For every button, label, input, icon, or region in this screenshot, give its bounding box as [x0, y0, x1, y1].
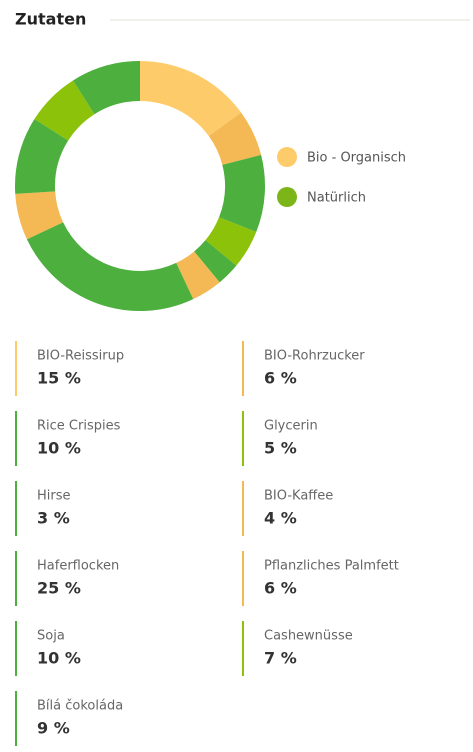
- item-value: 9 %: [37, 719, 70, 738]
- item-border: [242, 551, 244, 606]
- legend-label: Bio - Organisch: [307, 151, 406, 166]
- item-value: 3 %: [37, 509, 70, 528]
- item-border: [242, 341, 244, 396]
- item-name: BIO-Rohrzucker: [264, 349, 365, 364]
- donut-segment: [34, 80, 95, 141]
- item-value: 25 %: [37, 579, 81, 598]
- legend-label: Natürlich: [307, 191, 366, 206]
- item-border: [242, 621, 244, 676]
- item-value: 15 %: [37, 369, 81, 388]
- item-value: 4 %: [264, 509, 297, 528]
- item-value: 10 %: [37, 439, 81, 458]
- item-value: 5 %: [264, 439, 297, 458]
- item-name: Haferflocken: [37, 559, 119, 574]
- item-name: Bílá čokoláda: [37, 699, 123, 714]
- item-border: [242, 481, 244, 536]
- donut-segment: [73, 61, 140, 115]
- item-border: [15, 551, 17, 606]
- item-value: 6 %: [264, 579, 297, 598]
- item-border: [15, 341, 17, 396]
- item-value: 10 %: [37, 649, 81, 668]
- item-value: 6 %: [264, 369, 297, 388]
- item-border: [15, 481, 17, 536]
- item-name: Cashewnüsse: [264, 629, 353, 644]
- item-name: Pflanzliches Palmfett: [264, 559, 399, 574]
- item-border: [15, 691, 17, 746]
- donut-segment: [140, 61, 242, 137]
- item-name: Rice Crispies: [37, 419, 121, 434]
- item-border: [242, 411, 244, 466]
- item-border: [15, 411, 17, 466]
- donut-segment: [219, 154, 266, 233]
- donut-segment: [26, 222, 194, 312]
- item-name: Hirse: [37, 489, 71, 504]
- item-name: Soja: [37, 629, 65, 644]
- donut-segment: [176, 251, 220, 300]
- item-name: BIO-Kaffee: [264, 489, 333, 504]
- item-name: Glycerin: [264, 419, 318, 434]
- donut-segment: [15, 119, 69, 194]
- item-value: 7 %: [264, 649, 297, 668]
- donut-segment: [208, 112, 262, 165]
- section-title: Zutaten: [15, 10, 86, 29]
- legend-swatch: [277, 187, 297, 207]
- legend-swatch: [277, 147, 297, 167]
- donut-segment: [205, 217, 257, 266]
- item-name: BIO-Reissirup: [37, 349, 124, 364]
- item-border: [15, 621, 17, 676]
- donut-segment: [194, 240, 237, 283]
- donut-segment: [15, 191, 64, 240]
